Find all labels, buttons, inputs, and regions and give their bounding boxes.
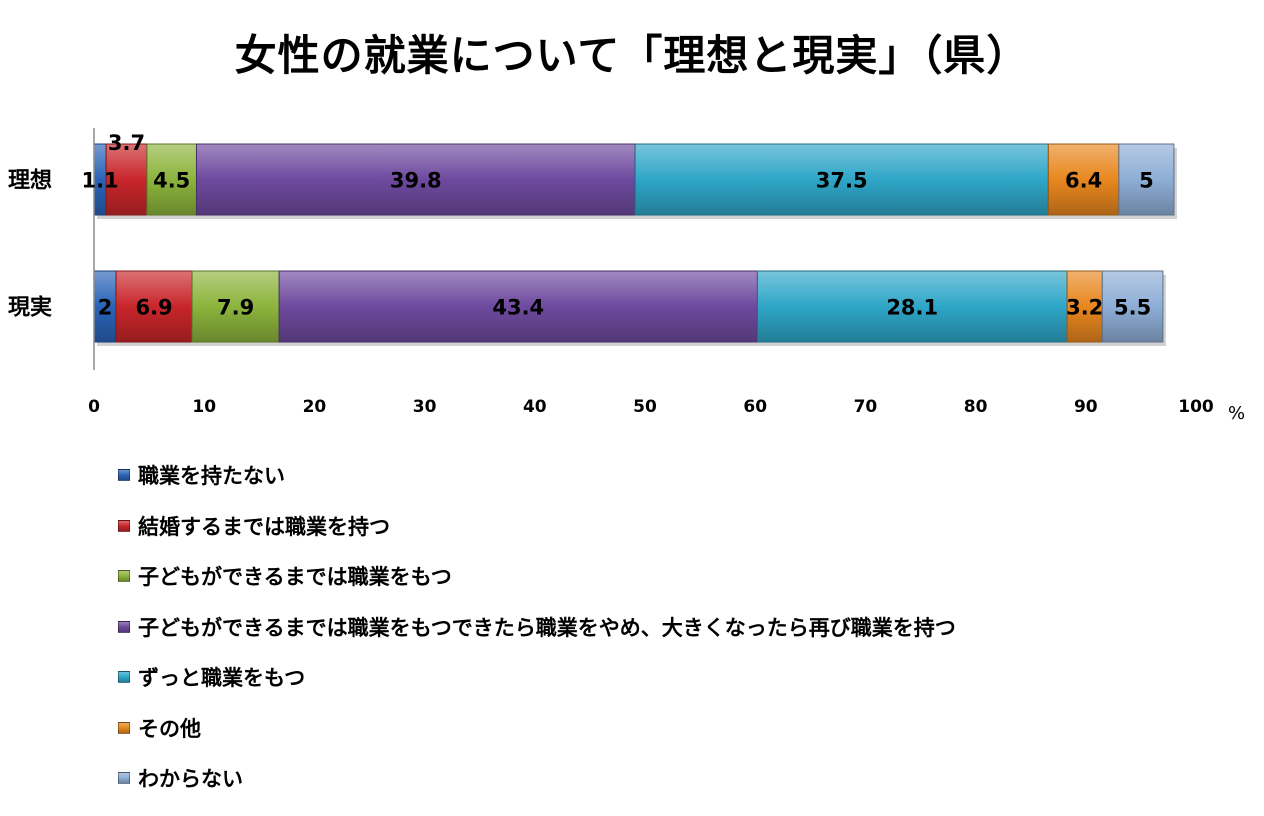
legend-item: 子どもができるまでは職業をもつ xyxy=(118,551,956,602)
legend-label: ずっと職業をもつ xyxy=(138,666,306,691)
category-label: 現実 xyxy=(8,295,52,321)
data-label: 1.1 xyxy=(81,169,118,193)
bar-segment xyxy=(115,270,193,343)
legend-label: 子どもができるまでは職業をもつ xyxy=(138,565,452,590)
x-tick-label: 10 xyxy=(192,397,216,417)
legend-item: ずっと職業をもつ xyxy=(118,652,956,703)
x-tick-label: 80 xyxy=(964,397,988,417)
x-tick-label: 0 xyxy=(88,397,100,417)
legend-swatch xyxy=(118,721,130,734)
data-label: 28.1 xyxy=(886,296,938,320)
legend-swatch xyxy=(118,671,130,684)
data-label: 37.5 xyxy=(816,169,868,193)
bar-segment xyxy=(1101,270,1164,343)
x-tick-label: 50 xyxy=(633,397,657,417)
x-tick-label: 90 xyxy=(1074,397,1098,417)
x-tick-label: 70 xyxy=(854,397,878,417)
data-label: 4.5 xyxy=(153,169,190,193)
legend-swatch xyxy=(118,519,130,532)
x-tick-label: 40 xyxy=(523,397,547,417)
data-label: 5.5 xyxy=(1114,296,1151,320)
x-tick-label: 20 xyxy=(303,397,327,417)
data-label: 3.2 xyxy=(1066,296,1103,320)
legend-swatch xyxy=(118,570,130,583)
bar-segment xyxy=(1066,270,1103,343)
legend-swatch xyxy=(118,469,130,482)
legend-item: 子どもができるまでは職業をもつできたら職業をやめ、大きくなったら再び職業を持つ xyxy=(118,602,956,653)
data-label: 6.4 xyxy=(1065,169,1102,193)
data-label: 2 xyxy=(98,296,113,320)
data-label: 6.9 xyxy=(135,296,172,320)
legend-item: わからない xyxy=(118,753,956,804)
bar-segment xyxy=(634,143,1049,216)
bar-segment xyxy=(1118,143,1175,216)
data-label: 39.8 xyxy=(390,169,442,193)
data-label: 7.9 xyxy=(217,296,254,320)
bar-segment xyxy=(756,270,1068,343)
legend-label: わからない xyxy=(138,767,243,792)
legend-item: 職業を持たない xyxy=(118,450,956,501)
legend: 職業を持たない結婚するまでは職業を持つ子どもができるまでは職業をもつ子どもができ… xyxy=(118,450,956,804)
legend-label: 結婚するまでは職業を持つ xyxy=(138,514,390,539)
x-axis-unit: % xyxy=(1228,403,1245,424)
bar-segment xyxy=(191,270,280,343)
legend-label: 子どもができるまでは職業をもつできたら職業をやめ、大きくなったら再び職業を持つ xyxy=(138,615,956,640)
bar-segment xyxy=(278,270,758,343)
category-label: 理想 xyxy=(8,169,52,194)
bar-segment xyxy=(105,143,148,216)
chart-title: 女性の就業について「理想と現実」（県） xyxy=(234,31,1030,80)
data-label: 43.4 xyxy=(492,296,544,320)
data-label: 3.7 xyxy=(108,131,145,155)
data-label: 5 xyxy=(1139,169,1154,193)
legend-label: 職業を持たない xyxy=(138,464,285,489)
legend-label: その他 xyxy=(138,716,201,741)
legend-swatch xyxy=(118,772,130,785)
x-tick-label: 60 xyxy=(743,397,767,417)
legend-item: その他 xyxy=(118,703,956,754)
legend-swatch xyxy=(118,620,130,633)
x-tick-label: 100 xyxy=(1178,397,1214,417)
legend-item: 結婚するまでは職業を持つ xyxy=(118,501,956,552)
x-tick-label: 30 xyxy=(413,397,437,417)
bar-segment xyxy=(1047,143,1120,216)
